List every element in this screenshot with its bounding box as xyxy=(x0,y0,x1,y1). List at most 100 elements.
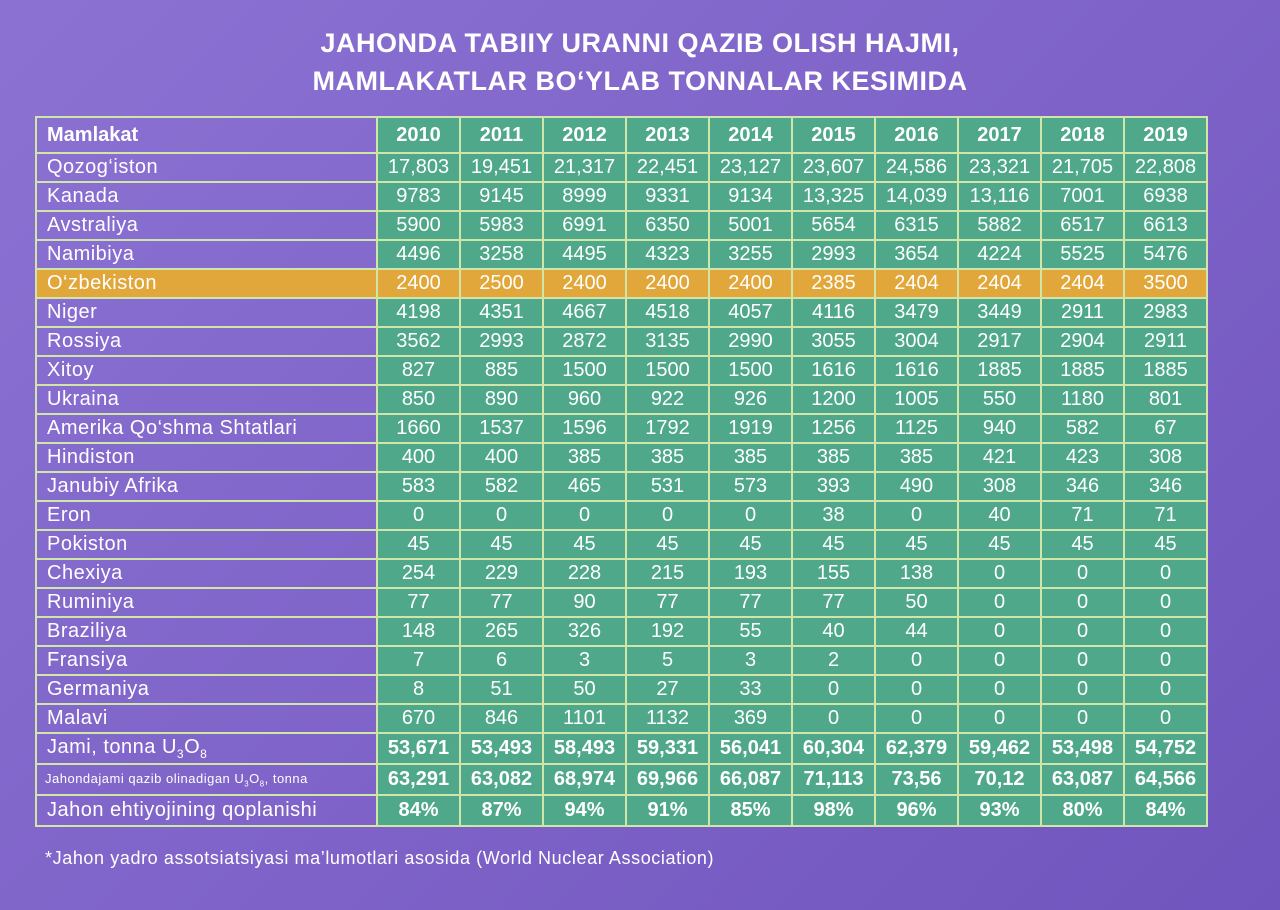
value-cell: 4057 xyxy=(708,297,793,328)
total-value-cell: 62,379 xyxy=(874,732,959,765)
value-cell: 3255 xyxy=(708,239,793,270)
value-cell: 9783 xyxy=(376,181,461,212)
total-label-part: Jahondajami qazib olinadigan U xyxy=(45,770,245,786)
value-cell: 1885 xyxy=(1123,355,1208,386)
value-cell: 2911 xyxy=(1123,326,1208,357)
value-cell: 2500 xyxy=(459,268,544,299)
value-cell: 45 xyxy=(708,529,793,560)
value-cell: 2917 xyxy=(957,326,1042,357)
total-value-cell: 70,12 xyxy=(957,763,1042,796)
value-cell: 423 xyxy=(1040,442,1125,473)
value-cell: 1885 xyxy=(1040,355,1125,386)
value-cell: 27 xyxy=(625,674,710,705)
value-cell: 22,808 xyxy=(1123,152,1208,183)
value-cell: 582 xyxy=(1040,413,1125,444)
table-row: Niger 4198 4351 4667 4518 4057 4116 3479 3449 291… xyxy=(35,297,1208,328)
value-cell: 45 xyxy=(459,529,544,560)
value-cell: 1537 xyxy=(459,413,544,444)
table-body: Qozog‘iston 17,803 19,451 21,317 22,451 23,12… xyxy=(35,152,1208,827)
value-cell: 308 xyxy=(1123,442,1208,473)
total-label-part: Jami, tonna U xyxy=(47,736,177,758)
total-value-cell: 69,966 xyxy=(625,763,710,796)
country-name: Germaniya xyxy=(35,674,378,705)
value-cell: 0 xyxy=(1123,703,1208,734)
value-cell: 0 xyxy=(459,500,544,531)
value-cell: 583 xyxy=(376,471,461,502)
total-value-cell: 93% xyxy=(957,794,1042,827)
total-label: Jahon ehtiyojining qoplanishi xyxy=(35,794,378,827)
country-column-header: Mamlakat xyxy=(35,116,378,154)
total-value-cell: 60,304 xyxy=(791,732,876,765)
value-cell: 2993 xyxy=(791,239,876,270)
value-cell: 0 xyxy=(1123,645,1208,676)
value-cell: 960 xyxy=(542,384,627,415)
value-cell: 0 xyxy=(708,500,793,531)
value-cell: 0 xyxy=(1040,645,1125,676)
value-cell: 3 xyxy=(542,645,627,676)
value-cell: 346 xyxy=(1040,471,1125,502)
total-value-cell: 63,087 xyxy=(1040,763,1125,796)
value-cell: 4323 xyxy=(625,239,710,270)
value-cell: 393 xyxy=(791,471,876,502)
value-cell: 1200 xyxy=(791,384,876,415)
value-cell: 5001 xyxy=(708,210,793,241)
total-value-cell: 84% xyxy=(1123,794,1208,827)
value-cell: 0 xyxy=(542,500,627,531)
value-cell: 2983 xyxy=(1123,297,1208,328)
country-name: Namibiya xyxy=(35,239,378,270)
total-value-cell: 68,974 xyxy=(542,763,627,796)
table-row: Qozog‘iston 17,803 19,451 21,317 22,451 23,12… xyxy=(35,152,1208,183)
value-cell: 0 xyxy=(625,500,710,531)
table-row: Germaniya 8 51 50 27 33 0 0 0 0 0 xyxy=(35,674,1208,705)
value-cell: 77 xyxy=(791,587,876,618)
value-cell: 192 xyxy=(625,616,710,647)
value-cell: 24,586 xyxy=(874,152,959,183)
country-name: Kanada xyxy=(35,181,378,212)
value-cell: 40 xyxy=(957,500,1042,531)
value-cell: 4116 xyxy=(791,297,876,328)
value-cell: 801 xyxy=(1123,384,1208,415)
total-label-part: , tonna xyxy=(264,770,308,786)
value-cell: 5476 xyxy=(1123,239,1208,270)
value-cell: 45 xyxy=(1040,529,1125,560)
value-cell: 465 xyxy=(542,471,627,502)
value-cell: 90 xyxy=(542,587,627,618)
year-header: 2018 xyxy=(1040,116,1125,154)
value-cell: 1596 xyxy=(542,413,627,444)
year-header: 2010 xyxy=(376,116,461,154)
value-cell: 490 xyxy=(874,471,959,502)
value-cell: 326 xyxy=(542,616,627,647)
value-cell: 1919 xyxy=(708,413,793,444)
value-cell: 0 xyxy=(1123,558,1208,589)
value-cell: 1500 xyxy=(542,355,627,386)
value-cell: 45 xyxy=(376,529,461,560)
value-cell: 4496 xyxy=(376,239,461,270)
value-cell: 385 xyxy=(791,442,876,473)
value-cell: 0 xyxy=(874,645,959,676)
table-row: Amerika Qo‘shma Shtatlari 1660 1537 1596 179… xyxy=(35,413,1208,444)
total-value-cell: 71,113 xyxy=(791,763,876,796)
country-name: Rossiya xyxy=(35,326,378,357)
value-cell: 6350 xyxy=(625,210,710,241)
value-cell: 582 xyxy=(459,471,544,502)
value-cell: 3 xyxy=(708,645,793,676)
header-row: Mamlakat 2010 2011 2012 2013 2014 2015 2… xyxy=(35,116,1208,154)
value-cell: 45 xyxy=(625,529,710,560)
value-cell: 0 xyxy=(874,703,959,734)
total-label-part: 8 xyxy=(200,747,208,761)
value-cell: 0 xyxy=(874,674,959,705)
table-row: Fransiya 7 6 3 5 3 2 0 0 0 0 xyxy=(35,645,1208,676)
value-cell: 0 xyxy=(1123,616,1208,647)
value-cell: 55 xyxy=(708,616,793,647)
value-cell: 77 xyxy=(459,587,544,618)
value-cell: 50 xyxy=(542,674,627,705)
value-cell: 2990 xyxy=(708,326,793,357)
value-cell: 3449 xyxy=(957,297,1042,328)
value-cell: 3004 xyxy=(874,326,959,357)
value-cell: 13,116 xyxy=(957,181,1042,212)
value-cell: 23,321 xyxy=(957,152,1042,183)
value-cell: 40 xyxy=(791,616,876,647)
value-cell: 0 xyxy=(1040,674,1125,705)
total-value-cell: 87% xyxy=(459,794,544,827)
value-cell: 1180 xyxy=(1040,384,1125,415)
